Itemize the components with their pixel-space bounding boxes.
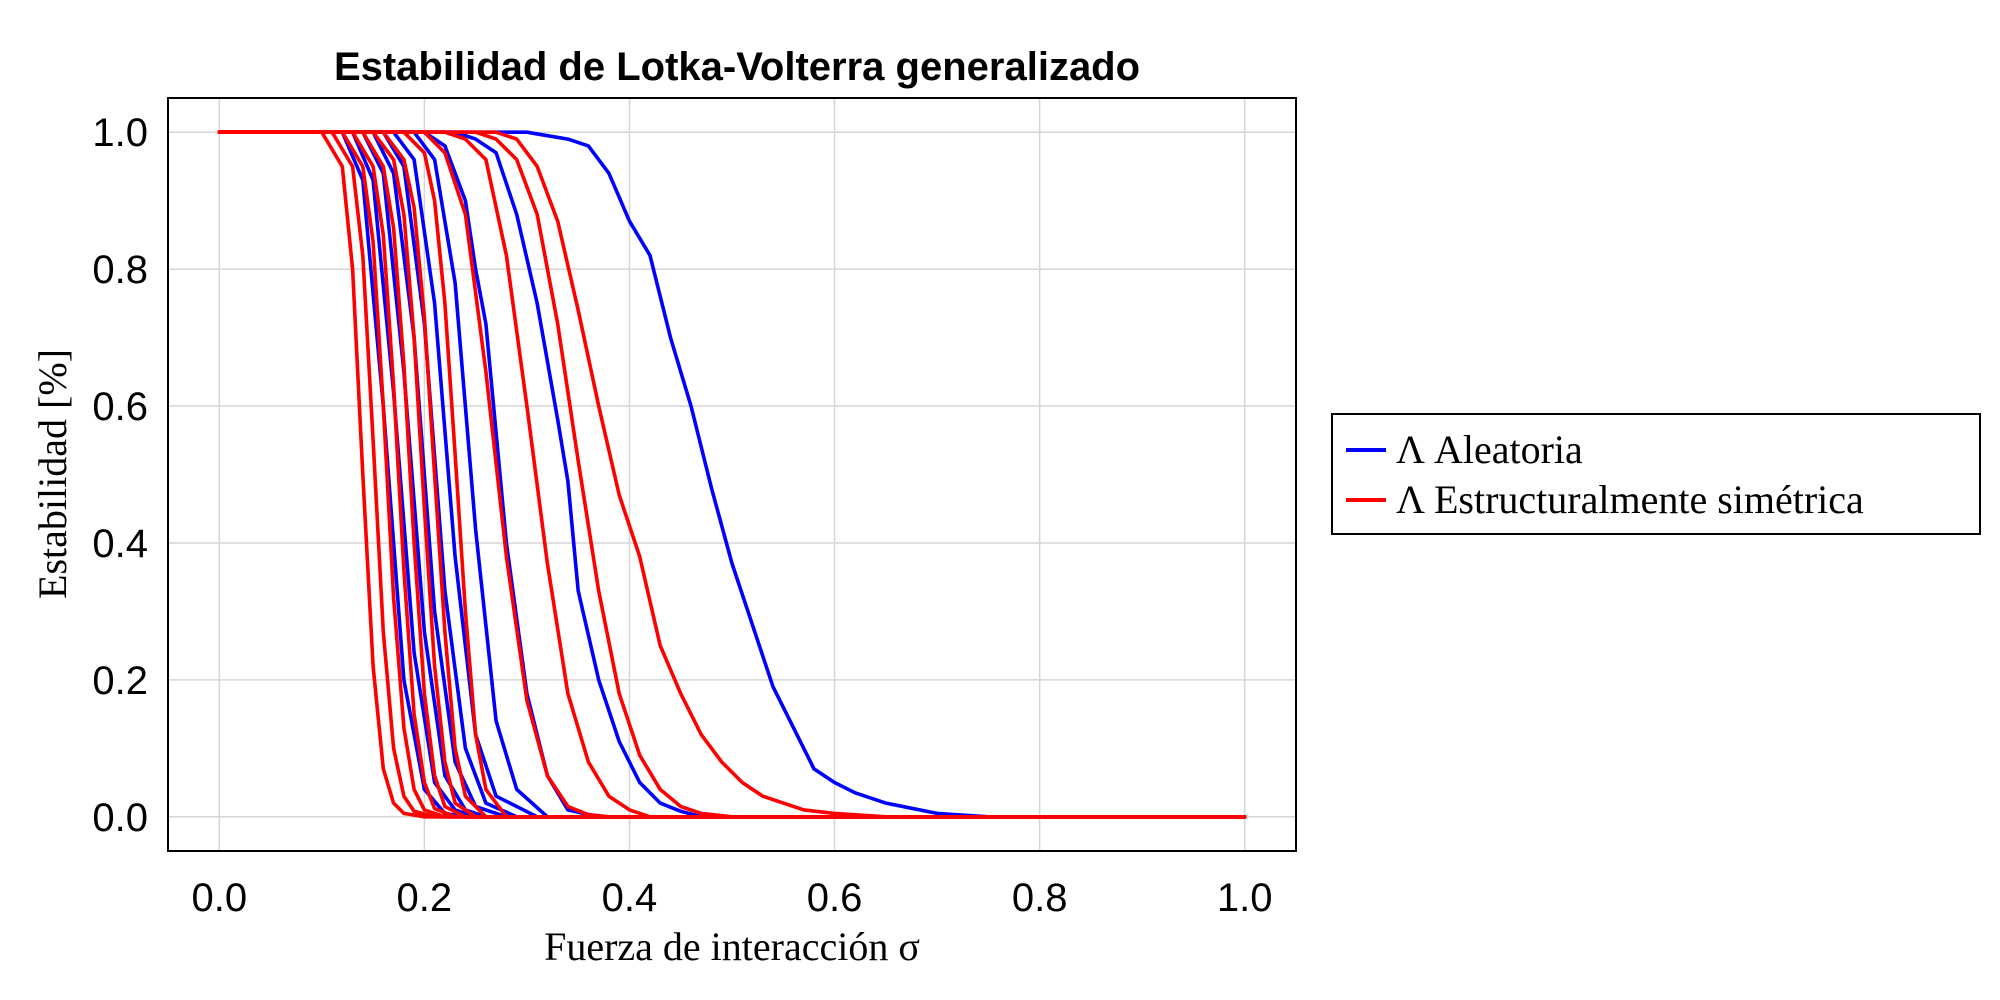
- series-line-16: [217, 130, 1247, 819]
- x-tick-labels: 0.0 0.2 0.4 0.6 0.8 1.0: [191, 876, 1272, 920]
- series-line-12: [217, 130, 1247, 819]
- y-tick-label: 0.0: [92, 796, 148, 840]
- series-line-4: [217, 130, 1247, 819]
- series-layer: [217, 130, 1247, 819]
- series-line-11: [217, 130, 1247, 819]
- series-line-17: [217, 130, 1247, 819]
- grid: [168, 98, 1296, 851]
- y-tick-label: 0.6: [92, 385, 148, 429]
- series-line-15: [217, 130, 1247, 819]
- y-tick-labels: 0.0 0.2 0.4 0.6 0.8 1.0: [92, 111, 148, 840]
- series-line-13: [217, 130, 1247, 819]
- x-tick-label: 0.2: [397, 876, 453, 920]
- x-tick-label: 0.0: [191, 876, 247, 920]
- series-line-6: [217, 130, 1247, 819]
- y-tick-label: 0.8: [92, 248, 148, 292]
- x-axis-label: Fuerza de interacción σ: [544, 924, 920, 969]
- x-tick-label: 0.8: [1012, 876, 1068, 920]
- legend: Λ Aleatoria Λ Estructuralmente simétrica: [1331, 413, 1981, 535]
- plot-frame: [167, 97, 1297, 852]
- series-line-18: [217, 130, 1247, 819]
- series-line-14: [217, 130, 1247, 819]
- y-tick-label: 0.4: [92, 522, 148, 566]
- chart-title: Estabilidad de Lotka-Volterra generaliza…: [334, 45, 1140, 89]
- series-line-20: [217, 130, 1247, 819]
- legend-label-2: Λ Estructuralmente simétrica: [1396, 477, 1864, 522]
- series-line-7: [217, 130, 1247, 819]
- series-line-22: [217, 130, 1247, 819]
- x-tick-label: 0.6: [807, 876, 863, 920]
- series-line-8: [217, 130, 1247, 819]
- y-tick-label: 0.2: [92, 659, 148, 703]
- series-line-19: [217, 130, 1247, 819]
- series-line-2: [217, 130, 1247, 819]
- series-line-10: [217, 130, 1247, 819]
- legend-box: [1331, 413, 1981, 535]
- y-axis-label: Estabilidad [%]: [30, 349, 75, 599]
- legend-label-1: Λ Aleatoria: [1396, 427, 1583, 472]
- series-line-9: [217, 130, 1247, 819]
- x-tick-label: 0.4: [602, 876, 658, 920]
- y-tick-label: 1.0: [92, 111, 148, 155]
- series-line-21: [217, 130, 1247, 819]
- x-tick-label: 1.0: [1217, 876, 1273, 920]
